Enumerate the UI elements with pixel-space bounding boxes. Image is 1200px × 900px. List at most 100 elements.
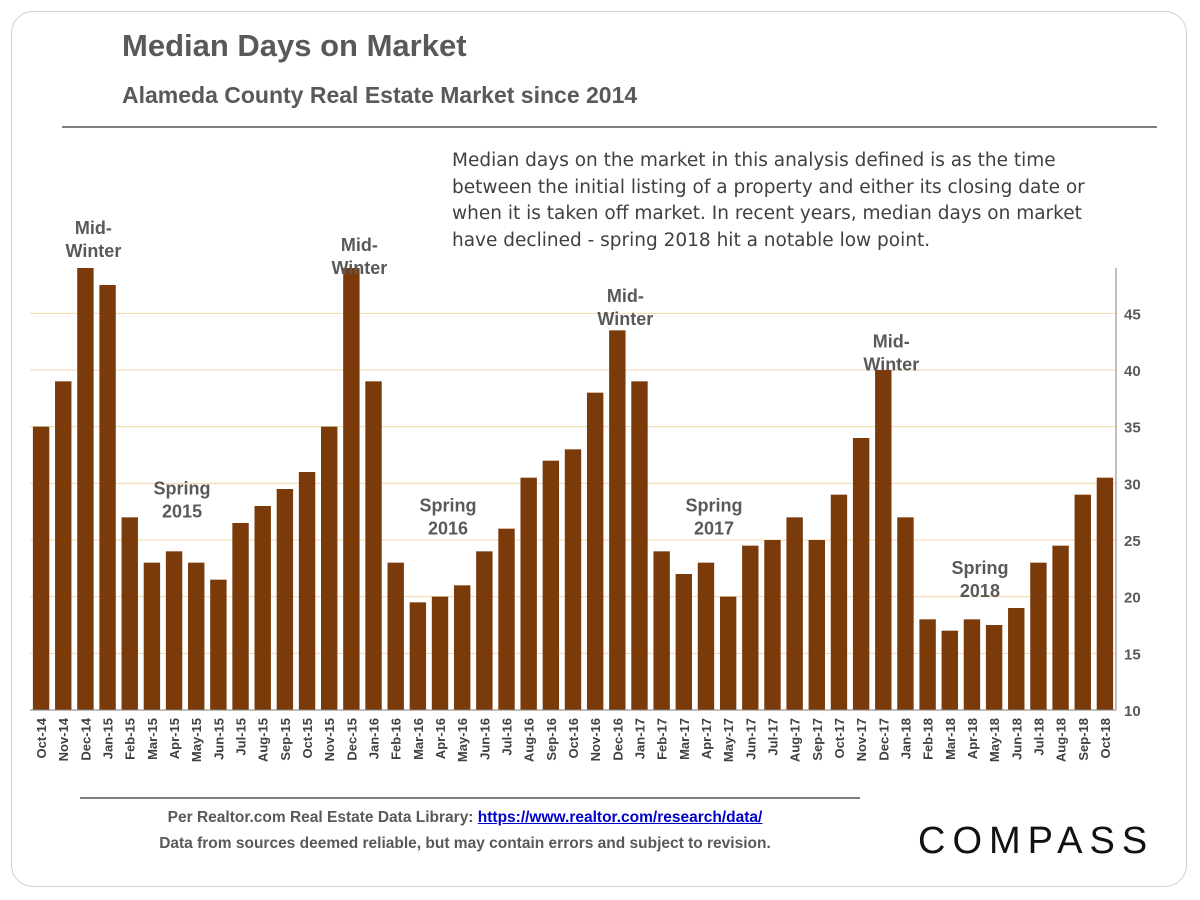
x-tick-label: Jul-16: [500, 718, 515, 756]
annotation-label: 2016: [428, 519, 468, 539]
annotation-label: Mid-: [607, 286, 644, 306]
bar-apr-16: [431, 596, 449, 710]
bar-jan-15: [99, 285, 116, 710]
x-tick-label: Dec-15: [344, 718, 359, 761]
x-tick-label: Aug-16: [522, 718, 537, 762]
x-tick-label: Mar-17: [677, 718, 692, 760]
x-tick-label: May-15: [189, 718, 204, 762]
x-tick-label: Oct-18: [1098, 718, 1113, 758]
x-tick-label: Sep-16: [544, 718, 559, 761]
x-tick-label: Dec-17: [876, 718, 891, 761]
annotation-label: Winter: [863, 354, 919, 374]
annotation-label: 2015: [162, 502, 202, 522]
annotation-label: 2017: [694, 519, 734, 539]
annotation-label: Spring: [420, 496, 477, 516]
x-tick-label: Mar-15: [145, 718, 160, 760]
bar-aug-17: [786, 517, 803, 710]
x-tick-label: Feb-16: [389, 718, 404, 760]
x-tick-label: Apr-17: [699, 718, 714, 759]
bar-jan-16: [365, 381, 382, 710]
annotation-label: Mid-: [341, 235, 378, 255]
y-tick-label: 35: [1124, 420, 1141, 437]
bar-dec-15: [343, 268, 360, 710]
x-tick-label: May-17: [721, 718, 736, 762]
axes: 10 15 20 25 30 35 40 45 Oct-14 Nov-14 Dec-14 Jan-15…: [30, 268, 1141, 762]
x-tick-label: Jul-18: [1031, 718, 1046, 756]
bar-sep-17: [808, 540, 825, 710]
y-tick-label: 10: [1124, 703, 1141, 720]
bar-feb-16: [387, 562, 404, 710]
bar-jun-18: [1008, 608, 1025, 710]
y-tick-label: 25: [1124, 533, 1141, 550]
bar-jul-18: [1030, 562, 1047, 710]
bar-oct-14: [32, 426, 50, 710]
bar-feb-18: [919, 619, 936, 710]
x-tick-label: Nov-16: [588, 718, 603, 761]
source-line: Per Realtor.com Real Estate Data Library…: [0, 809, 930, 827]
x-tick-label: Jun-17: [743, 718, 758, 760]
bar-may-15: [188, 562, 205, 710]
bar-sep-18: [1074, 494, 1091, 710]
x-tick-label: Jul-15: [234, 718, 249, 756]
bar-jun-15: [210, 579, 227, 710]
x-tick-label: Dec-16: [610, 718, 625, 761]
bar-nov-17: [852, 438, 870, 710]
bar-aug-15: [254, 506, 271, 710]
x-tick-label: Feb-18: [921, 718, 936, 760]
bar-jan-17: [631, 381, 648, 710]
x-tick-label: Feb-17: [655, 718, 670, 760]
bar-oct-17: [830, 494, 848, 710]
bar-sep-16: [542, 460, 560, 710]
bar-nov-14: [55, 381, 72, 710]
x-tick-label: Jun-18: [1009, 718, 1024, 760]
x-tick-label: Sep-17: [810, 718, 825, 761]
x-tick-label: Oct-17: [832, 718, 847, 758]
bar-feb-15: [121, 517, 138, 710]
bar-aug-16: [520, 477, 537, 710]
bar-aug-18: [1052, 545, 1069, 710]
bar-may-17: [719, 596, 737, 710]
y-tick-label: 30: [1124, 476, 1141, 493]
bar-apr-15: [165, 551, 183, 710]
x-tick-label: Jan-15: [101, 718, 116, 759]
disclaimer: Data from sources deemed reliable, but m…: [159, 835, 771, 852]
bar-oct-16: [564, 449, 582, 710]
annotation-label: Spring: [154, 479, 211, 499]
chart-title: Median Days on Market: [122, 28, 467, 63]
x-tick-label: Apr-18: [965, 718, 980, 759]
bar-jul-15: [232, 523, 249, 710]
bar-mar-18: [941, 630, 958, 710]
bar-may-18: [985, 625, 1003, 710]
header-divider: [62, 126, 1157, 128]
bar-oct-18: [1096, 477, 1114, 710]
source-prefix: Per Realtor.com Real Estate Data Library…: [167, 809, 478, 826]
bar-nov-16: [586, 392, 604, 710]
x-tick-label: Jul-17: [765, 718, 780, 756]
bar-mar-17: [675, 574, 693, 710]
y-tick-label: 15: [1124, 646, 1141, 663]
bar-feb-17: [653, 551, 670, 710]
bar-jul-16: [498, 528, 515, 710]
bar-dec-17: [875, 370, 892, 710]
chart-note: Median days on the market in this analys…: [452, 150, 1085, 251]
x-tick-label: May-18: [987, 718, 1002, 762]
footer-divider: [80, 797, 860, 799]
annotation-label: Winter: [331, 258, 387, 278]
y-tick-label: 45: [1124, 306, 1141, 323]
bar-apr-18: [963, 619, 981, 710]
bar-mar-15: [143, 562, 161, 710]
bar-dec-14: [77, 268, 94, 710]
annotation-label: Spring: [951, 558, 1008, 578]
x-tick-label: Mar-18: [943, 718, 958, 760]
x-tick-label: Jan-17: [632, 718, 647, 759]
y-tick-label: 40: [1124, 363, 1141, 380]
x-tick-label: Mar-16: [411, 718, 426, 760]
annotation-label: Spring: [685, 496, 742, 516]
x-tick-label: Oct-15: [300, 718, 315, 758]
x-tick-label: Nov-14: [56, 717, 71, 761]
compass-logo: COMPASS: [918, 820, 1155, 862]
bar-oct-15: [298, 472, 316, 710]
annotation-label: Mid-: [75, 218, 112, 238]
source-link[interactable]: https://www.realtor.com/research/data/: [477, 809, 763, 826]
